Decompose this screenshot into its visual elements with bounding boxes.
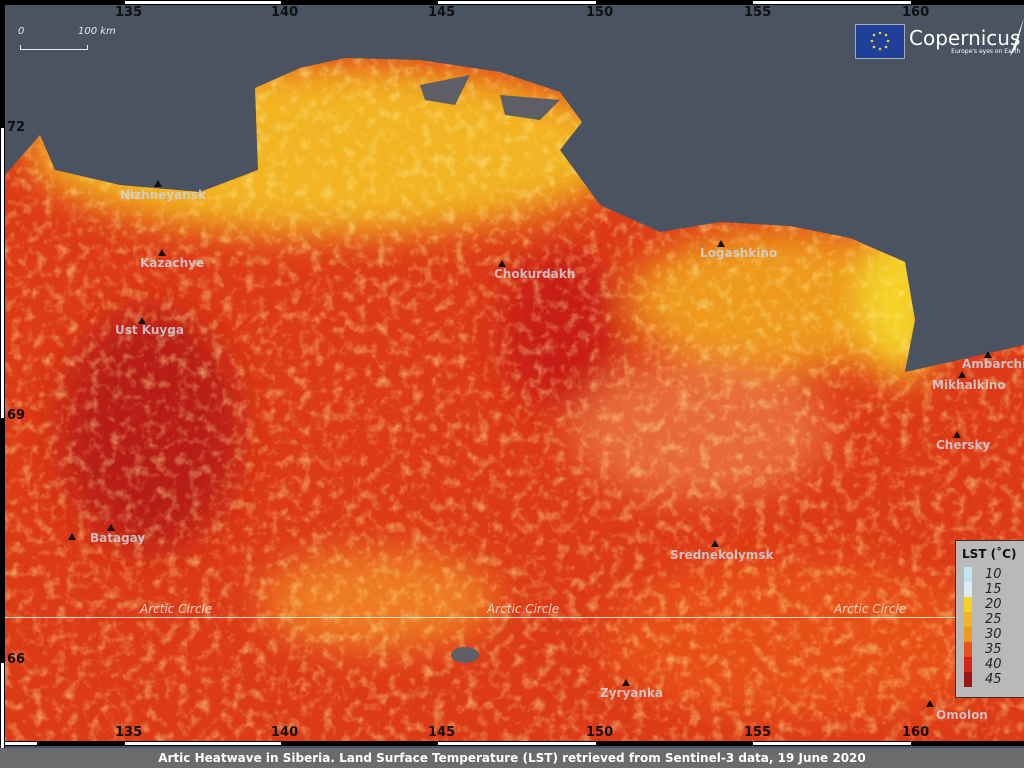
- legend-swatch: [964, 672, 972, 687]
- scale-bar: 0 100 km: [18, 26, 116, 50]
- legend-label: 10: [985, 567, 1002, 582]
- place-label: Chokurdakh: [494, 267, 576, 281]
- place-label: Ust Kuyga: [115, 323, 184, 337]
- legend-label: 30: [985, 627, 1002, 642]
- caption: Artic Heatwave in Siberia. Land Surface …: [0, 748, 1024, 768]
- arctic-circle-label: Arctic Circle: [487, 602, 560, 616]
- settlement-marker-icon: [958, 371, 966, 378]
- brand-tagline: Europe's eyes on Earth: [951, 47, 1021, 55]
- legend-label: 25: [985, 612, 1002, 627]
- lat-tick: 69: [7, 408, 26, 423]
- settlement-marker-icon: [154, 180, 162, 187]
- settlement-marker-icon: [926, 700, 934, 707]
- lakes: [420, 75, 560, 663]
- lon-tick: 150: [586, 5, 614, 20]
- legend-swatch: [964, 627, 972, 642]
- legend-title: LST (˚C): [962, 547, 1017, 561]
- place-label: Logashkino: [700, 246, 778, 260]
- lon-tick: 135: [115, 725, 143, 740]
- legend-swatch: [964, 612, 972, 627]
- settlement-marker-icon: [953, 431, 961, 438]
- place-label: Srednekolymsk: [670, 548, 774, 562]
- settlement-marker-icon: [107, 524, 115, 531]
- settlement-marker-icon: [711, 540, 719, 547]
- settlement-marker-icon: [984, 351, 992, 358]
- scale-start: 0: [18, 26, 25, 37]
- settlement-marker-icon: [138, 317, 146, 324]
- legend-swatch: [964, 597, 972, 612]
- lon-tick: 145: [428, 5, 456, 20]
- scale-end: 100 km: [78, 26, 116, 37]
- lon-tick: 140: [271, 725, 299, 740]
- settlement-marker-icon: [68, 533, 76, 540]
- settlement-marker-icon: [622, 679, 630, 686]
- legend-label: 15: [985, 582, 1002, 597]
- lon-tick: 140: [271, 5, 299, 20]
- lon-tick: 150: [586, 725, 614, 740]
- lon-tick: 155: [744, 5, 772, 20]
- place-label: Batagay: [90, 531, 146, 545]
- north-arrow-icon: [1010, 18, 1024, 56]
- legend-swatch: [964, 657, 972, 672]
- place-label: Omolon: [936, 708, 988, 722]
- legend-swatch: [964, 642, 972, 657]
- place-label: Nizhneyansk: [120, 188, 206, 202]
- place-label: Mikhalkino: [932, 378, 1006, 392]
- arctic-circle-line: [5, 617, 1024, 618]
- arctic-circle-label: Arctic Circle: [834, 602, 907, 616]
- eu-flag-icon: [855, 24, 905, 59]
- settlement-marker-icon: [498, 260, 506, 267]
- place-label: Chersky: [936, 438, 991, 452]
- graticule-frame-left: [0, 0, 5, 748]
- lon-tick: 135: [115, 5, 143, 20]
- lon-tick: 160: [902, 5, 930, 20]
- place-label: Ambarchik: [962, 357, 1024, 371]
- brand-name: Copernicus: [909, 25, 1021, 50]
- legend-swatch: [964, 567, 972, 582]
- place-label: Zyryanka: [600, 686, 663, 700]
- legend-label: 35: [985, 642, 1002, 657]
- legend-label: 40: [985, 657, 1002, 672]
- graticule-frame-bottom: [0, 741, 1024, 746]
- graticule-frame-top: [0, 0, 1024, 5]
- legend-label: 45: [985, 672, 1002, 687]
- legend-swatch: [964, 582, 972, 597]
- temperature-map: [5, 58, 1024, 745]
- place-label: Kazachye: [140, 256, 205, 270]
- lat-tick: 72: [7, 120, 26, 135]
- settlement-marker-icon: [158, 249, 166, 256]
- legend: LST (˚C) 10 15 20 25 30 35 40 45: [955, 540, 1024, 698]
- arctic-circle-label: Arctic Circle: [140, 602, 213, 616]
- settlement-marker-icon: [717, 240, 725, 247]
- legend-label: 20: [985, 597, 1002, 612]
- lon-tick: 160: [902, 725, 930, 740]
- copernicus-logo: Copernicus Europe's eyes on Earth: [855, 24, 1020, 59]
- lat-tick: 66: [7, 652, 26, 667]
- lon-tick: 155: [744, 725, 772, 740]
- lon-tick: 145: [428, 725, 456, 740]
